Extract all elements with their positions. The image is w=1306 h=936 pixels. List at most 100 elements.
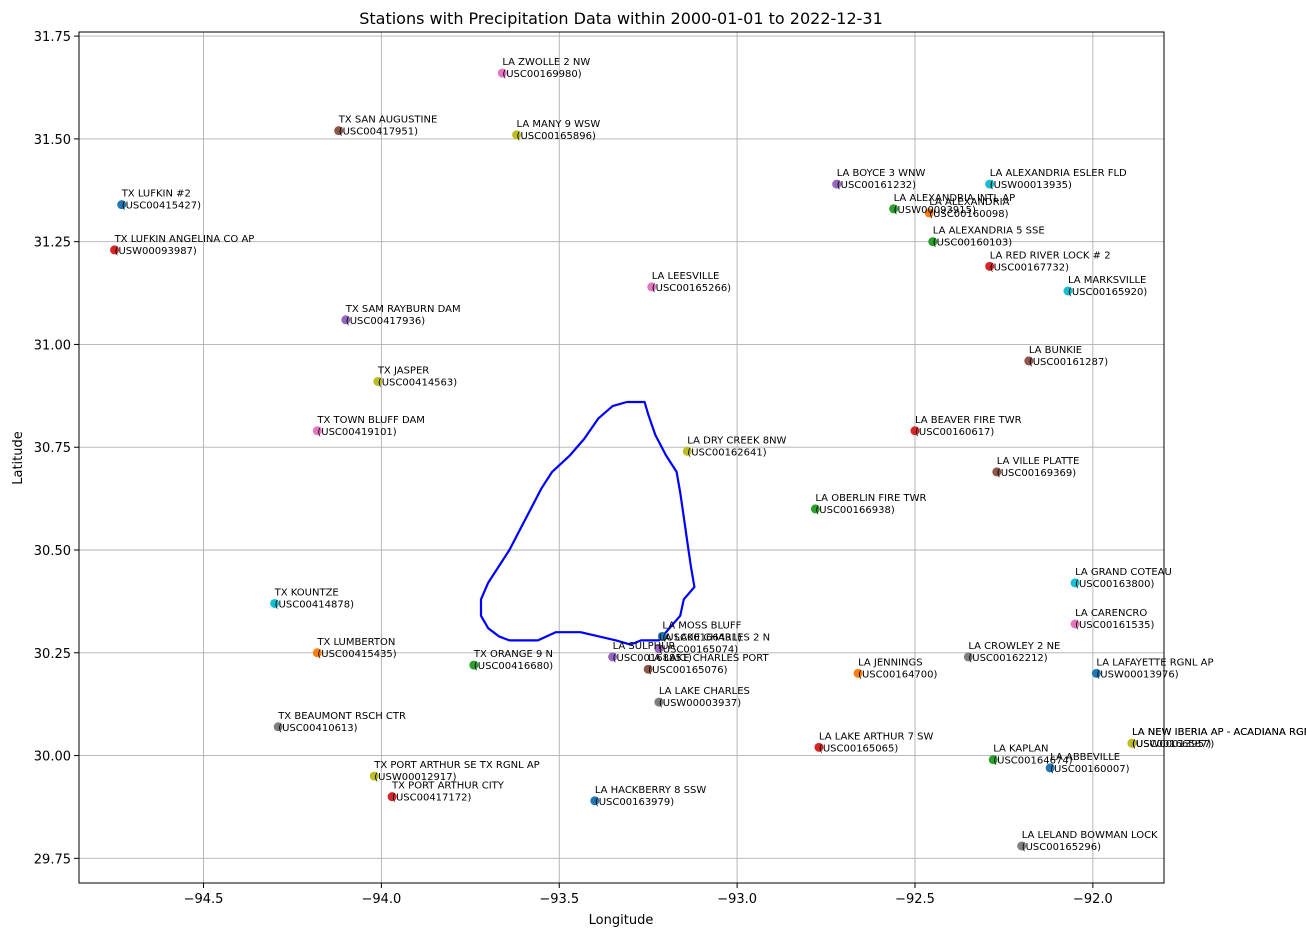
station-name: LA ALEXANDRIA INTL AP [894,193,1016,204]
station-id: (USC00169369) [997,468,1076,479]
y-tick-label: 31.50 [34,133,71,148]
station-name: TX ORANGE 9 N [473,649,553,660]
station-label: LA MARKSVILLE (USC00165920) [1068,275,1147,298]
station-label: LA BUNKIE (USC00161287) [1029,345,1108,368]
station-id: (USC00165296) [1022,842,1101,853]
station-id: (USW00013935) [990,180,1072,191]
y-tick-label: 30.75 [34,441,71,456]
station-id: (USC00163979) [595,797,674,808]
station-name: LA NEW IBERIA AP - ACADIANA RGNL [1132,727,1306,738]
station-id: (USC00168851) [613,653,692,664]
station-label: LA GRAND COTEAU (USC00163800) [1075,567,1172,590]
station-label: LA CROWLEY 2 NE (USC00162212) [968,641,1060,664]
station-id: (USC00416680) [474,661,553,672]
station-name: TX KOUNTZE [274,587,339,598]
station-point [590,796,600,806]
y-tick-label: 29.75 [34,852,71,867]
station-label: LA LAKE ARTHUR 7 SW (USC00165065) [819,731,934,754]
station-id: (USC00160007) [1050,764,1129,775]
station-name: LA LELAND BOWMAN LOCK [1022,830,1158,841]
station-point [654,644,664,654]
station-label: TX JASPER (USC00414563) [377,365,457,388]
station-id: (USC00410613) [278,723,357,734]
station-label: LA LAKE CHARLES 2 N (USC00165074) [659,633,770,656]
y-tick-label: 31.25 [34,236,71,251]
station-name: LA KAPLAN [993,744,1048,755]
station-id: (USC00169980) [502,69,581,80]
station-label: LA LAKE CHARLES PORT (USC00165076) [648,653,769,676]
station-name: TX LUMBERTON [316,637,395,648]
station-point [647,282,657,292]
station-point [270,598,280,608]
station-id: (USC00161535) [1075,620,1154,631]
station-name: LA NEW IBERIA AP - ACADIANA RGNL [1132,727,1306,738]
station-id: (USW00013957) [1132,739,1214,750]
station-point [341,315,351,325]
station-name: LA CARENCRO [1075,608,1147,619]
x-tick-label: −94.0 [361,892,401,907]
station-name: TX PORT ARTHUR CITY [391,781,505,792]
station-point [992,467,1002,477]
station-label: TX KOUNTZE (USC00414878) [274,587,354,610]
station-name: LA CROWLEY 2 NE [968,641,1060,652]
station-label: LA ALEXANDRIA 5 SSE (USC00160103) [933,226,1045,249]
station-point [654,697,664,707]
station-point [889,204,899,214]
station-name: LA MANY 9 WSW [517,119,601,130]
station-point [853,668,863,678]
station-point [910,426,920,436]
station-name: LA LAFAYETTE RGNL AP [1096,657,1213,668]
station-id: (USW00003937) [659,698,741,709]
station-name: LA BEAVER FIRE TWR [915,415,1022,426]
station-label: LA BEAVER FIRE TWR (USC00160617) [915,415,1022,438]
station-name: LA SULPHUR [613,641,676,652]
station-id: (USW00093987) [115,246,197,257]
station-point [643,664,653,674]
station-label: TX PORT ARTHUR CITY (USC00417172) [391,781,505,804]
grid-lines [79,32,1164,883]
station-id: (USC00167732) [990,262,1069,273]
station-label: LA LAFAYETTE RGNL AP (USW00013976) [1096,657,1213,680]
y-tick-label: 30.25 [34,647,71,662]
station-point [512,130,522,140]
station-label: LA SULPHUR (USC00168851) [613,641,692,664]
station-label: LA LEESVILLE (USC00165266) [652,271,731,294]
station-point [110,245,120,255]
x-tick-label: −94.5 [184,892,224,907]
station-id: (USC00417936) [346,316,425,327]
station-point [924,208,934,218]
station-name: LA LAKE CHARLES PORT [648,653,769,664]
station-point [373,376,383,386]
station-point [814,742,824,752]
station-point [928,237,938,247]
station-name: LA LEESVILLE [652,271,720,282]
chart-title: Stations with Precipitation Data within … [359,9,883,28]
station-id: (USC00165266) [652,283,731,294]
station-name: TX JASPER [377,365,429,376]
station-name: LA MARKSVILLE [1068,275,1146,286]
station-point [1070,578,1080,588]
station-id: (USC00417951) [339,127,418,138]
station-label: LA JENNINGS (USC00164700) [858,657,937,680]
x-tick-label: −92.0 [1073,892,1113,907]
station-name: LA VILLE PLATTE [997,456,1080,467]
x-axis-ticks: −94.5 −94.0 −93.5 −93.0 −92.5 −92.0 [184,883,1113,907]
station-id: (USC00419101) [317,427,396,438]
station-name: TX SAM RAYBURN DAM [345,304,461,315]
station-id: (USC00160103) [933,238,1012,249]
station-label: LA BOYCE 3 WNW (USC00161232) [837,168,926,191]
station-points [110,68,1137,851]
station-label: TX SAM RAYBURN DAM (USC00417936) [345,304,461,327]
station-label: LA NEW IBERIA AP - ACADIANA RGNL (USC0016… [1132,727,1306,750]
station-label: LA VILLE PLATTE (USC00169369) [997,456,1080,479]
station-point [469,660,479,670]
station-id: (USC00163800) [1075,579,1154,590]
station-point [334,126,344,136]
y-tick-label: 30.50 [34,544,71,559]
station-id: (USC00417172) [392,793,471,804]
x-tick-label: −92.5 [895,892,935,907]
station-point [985,179,995,189]
station-id: (USC00161232) [837,180,916,191]
station-point [273,722,283,732]
